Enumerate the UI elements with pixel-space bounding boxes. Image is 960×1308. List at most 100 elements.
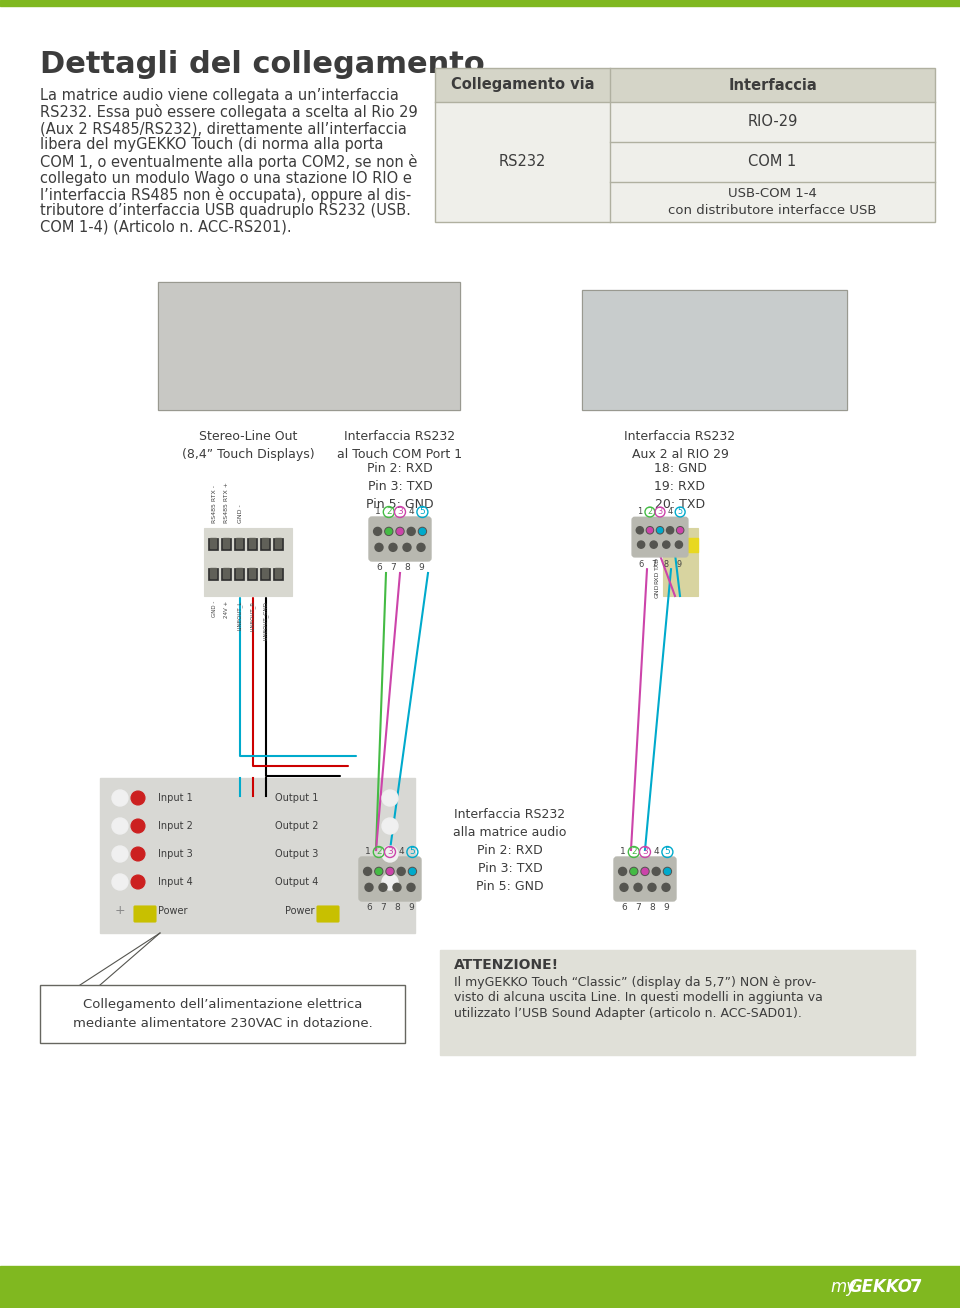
Circle shape	[112, 874, 128, 889]
Text: RS232: RS232	[499, 154, 546, 170]
Text: tributore d’interfaccia USB quadruplo RS232 (USB.: tributore d’interfaccia USB quadruplo RS…	[40, 204, 411, 218]
Circle shape	[420, 528, 425, 535]
Bar	[662, 538, 698, 552]
Circle shape	[662, 542, 670, 548]
Bar	[260, 568, 270, 579]
Text: GND: GND	[655, 583, 660, 598]
Text: GEKKO: GEKKO	[848, 1278, 912, 1296]
Text: 5: 5	[410, 848, 416, 857]
Text: Stereo-Line Out
(8,4” Touch Displays): Stereo-Line Out (8,4” Touch Displays)	[181, 430, 314, 460]
Text: 1: 1	[620, 848, 626, 857]
Text: 8: 8	[663, 560, 669, 569]
Bar	[275, 538, 281, 548]
Text: RS485 RTX +: RS485 RTX +	[225, 483, 229, 523]
Text: 1: 1	[374, 508, 380, 517]
Text: +: +	[114, 905, 126, 917]
Circle shape	[373, 527, 382, 535]
Bar	[435, 68, 935, 102]
Bar	[273, 538, 283, 549]
Circle shape	[382, 818, 398, 835]
FancyBboxPatch shape	[369, 517, 431, 561]
Circle shape	[641, 867, 649, 875]
Circle shape	[112, 790, 128, 806]
Circle shape	[397, 528, 403, 535]
Text: utilizzato l’USB Sound Adapter (articolo n. ACC-SAD01).: utilizzato l’USB Sound Adapter (articolo…	[454, 1007, 802, 1020]
Circle shape	[658, 527, 662, 532]
Text: La matrice audio viene collegata a un’interfaccia: La matrice audio viene collegata a un’in…	[40, 88, 398, 103]
Circle shape	[375, 869, 382, 875]
Text: COM 1, o eventualmente alla porta COM2, se non è: COM 1, o eventualmente alla porta COM2, …	[40, 154, 418, 170]
Text: 5: 5	[678, 508, 683, 517]
Circle shape	[652, 867, 660, 875]
Text: 2: 2	[386, 508, 392, 517]
Circle shape	[675, 542, 683, 548]
Circle shape	[648, 883, 656, 891]
Text: Input 3: Input 3	[158, 849, 193, 859]
Text: 3: 3	[397, 508, 403, 517]
Circle shape	[374, 867, 383, 875]
Bar	[100, 778, 415, 933]
Bar	[208, 538, 218, 549]
Text: 6: 6	[366, 904, 372, 913]
Text: 4: 4	[398, 848, 404, 857]
Bar	[247, 568, 257, 579]
Circle shape	[403, 543, 411, 552]
Bar	[435, 68, 935, 222]
Circle shape	[409, 869, 416, 875]
Text: 2: 2	[631, 848, 636, 857]
Bar	[0, 0, 960, 7]
Text: 7: 7	[636, 904, 641, 913]
Text: Input 1: Input 1	[158, 793, 193, 803]
Circle shape	[131, 875, 145, 889]
Text: Il myGEKKO Touch “Classic” (display da 5,7”) NON è prov-: Il myGEKKO Touch “Classic” (display da 5…	[454, 976, 816, 989]
Bar	[582, 290, 847, 409]
Bar	[236, 538, 242, 548]
Text: 2: 2	[376, 848, 382, 857]
Bar	[223, 568, 229, 578]
Bar	[221, 538, 231, 549]
Bar	[223, 538, 229, 548]
Circle shape	[382, 874, 398, 889]
Text: 8: 8	[649, 904, 655, 913]
Text: RS485 RTX -: RS485 RTX -	[211, 485, 217, 523]
Circle shape	[112, 846, 128, 862]
Text: visto di alcuna uscita Line. In questi modelli in aggiunta va: visto di alcuna uscita Line. In questi m…	[454, 991, 823, 1005]
Circle shape	[386, 528, 392, 535]
Text: ATTENZIONE!: ATTENZIONE!	[454, 957, 559, 972]
Text: 7: 7	[651, 560, 657, 569]
Bar	[208, 568, 218, 579]
FancyBboxPatch shape	[317, 906, 339, 922]
Circle shape	[131, 791, 145, 804]
FancyBboxPatch shape	[134, 906, 156, 922]
FancyBboxPatch shape	[632, 517, 688, 557]
FancyBboxPatch shape	[359, 857, 421, 901]
Bar	[262, 568, 268, 578]
Bar	[40, 985, 405, 1042]
Text: GND -: GND -	[211, 600, 217, 617]
Text: Input 2: Input 2	[158, 821, 193, 831]
Text: RXD: RXD	[655, 570, 660, 583]
Text: RS232. Essa può essere collegata a scelta al Rio 29: RS232. Essa può essere collegata a scelt…	[40, 105, 418, 120]
Circle shape	[379, 883, 387, 891]
Bar	[158, 283, 460, 409]
Text: 9: 9	[408, 904, 414, 913]
Text: 4: 4	[408, 508, 414, 517]
Bar	[262, 538, 268, 548]
Text: LINEOUT_L: LINEOUT_L	[237, 600, 243, 630]
Bar	[210, 568, 216, 578]
Circle shape	[646, 527, 654, 534]
Bar	[234, 538, 244, 549]
Circle shape	[364, 867, 372, 875]
Circle shape	[636, 527, 643, 534]
Bar	[260, 538, 270, 549]
Text: Output 1: Output 1	[275, 793, 319, 803]
Bar	[0, 1266, 960, 1308]
Text: collegato un modulo Wago o una stazione IO RIO e: collegato un modulo Wago o una stazione …	[40, 170, 412, 186]
Text: 4: 4	[654, 848, 659, 857]
Text: LINEOUT_GND: LINEOUT_GND	[263, 600, 269, 640]
Bar	[236, 568, 242, 578]
Text: (Aux 2 RS485/RS232), direttamente all’interfaccia: (Aux 2 RS485/RS232), direttamente all’in…	[40, 122, 407, 136]
Text: 6: 6	[376, 564, 382, 573]
Text: 7: 7	[380, 904, 386, 913]
Text: libera del myGEKKO Touch (di norma alla porta: libera del myGEKKO Touch (di norma alla …	[40, 137, 383, 153]
